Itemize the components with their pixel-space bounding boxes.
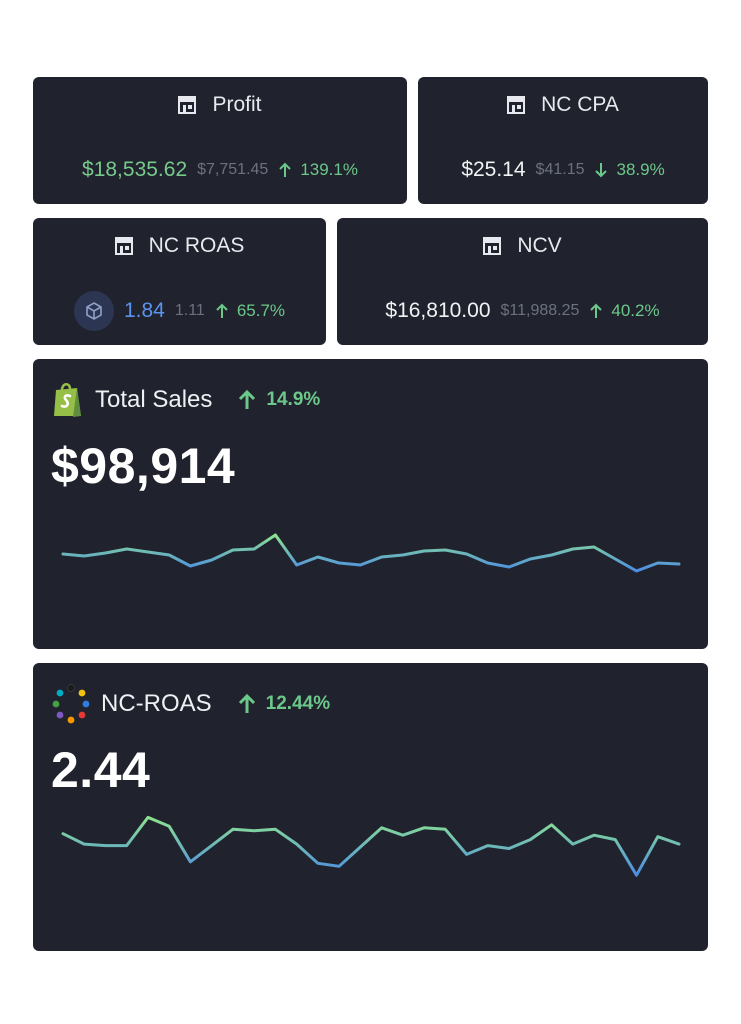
nc-roas-delta-value: 12.44% (265, 693, 331, 714)
arrow-down-icon (595, 163, 608, 178)
nc-roas-card[interactable]: NC-ROAS 12.44% 2.44 (33, 663, 708, 951)
kpi-label: Profit (212, 93, 262, 116)
arrow-up-icon (590, 303, 603, 318)
kpi-delta: 40.2% (589, 301, 660, 321)
kpi-value: 1.84 (123, 299, 165, 322)
arrow-up-icon (238, 694, 255, 713)
color-dots-icon (52, 684, 90, 724)
shopify-bag-icon (54, 383, 81, 417)
store-icon (114, 237, 133, 255)
kpi-header: NC CPA (418, 91, 708, 119)
kpi-value: $18,535.62 (82, 158, 188, 181)
kpi-label: NC ROAS (148, 234, 245, 257)
total-sales-trend-line (61, 533, 681, 573)
store-icon (507, 96, 526, 114)
store-icon (483, 237, 502, 255)
nc-roas-title: NC-ROAS (101, 690, 212, 717)
kpi-delta-value: 65.7% (236, 301, 286, 320)
kpi-label: NCV (517, 234, 562, 257)
store-icon (178, 96, 197, 114)
arrow-up-icon (279, 162, 292, 177)
kpi-header: NCV (337, 232, 708, 260)
kpi-values: 1.84 1.11 65.7% (33, 291, 326, 331)
kpi-delta: 139.1% (278, 160, 358, 180)
kpi-delta-value: 139.1% (300, 160, 358, 179)
kpi-delta-value: 38.9% (616, 160, 665, 179)
arrow-up-icon (239, 390, 256, 409)
total-sales-card[interactable]: Total Sales 14.9% $98,914 (33, 359, 708, 649)
kpi-previous-value: 1.11 (174, 302, 205, 319)
kpi-value: $16,810.00 (385, 299, 491, 322)
nc-roas-delta: 12.44% (238, 693, 330, 715)
kpi-previous-value: $7,751.45 (197, 161, 269, 178)
nc-roas-header: NC-ROAS 12.44% (51, 684, 330, 724)
kpi-delta-value: 40.2% (611, 301, 660, 320)
kpi-card-ncv[interactable]: NCV $16,810.00 $11,988.25 40.2% (337, 218, 708, 345)
nc-roas-trend-line (61, 815, 681, 877)
total-sales-delta-value: 14.9% (266, 389, 321, 410)
kpi-values: $16,810.00 $11,988.25 40.2% (337, 296, 708, 326)
total-sales-sparkline (61, 533, 681, 573)
kpi-delta: 38.9% (594, 160, 665, 180)
arrow-up-icon (216, 303, 228, 318)
kpi-values: $18,535.62 $7,751.45 139.1% (33, 155, 407, 185)
kpi-value: $25.14 (461, 158, 526, 181)
kpi-previous-value: $41.15 (535, 161, 585, 178)
total-sales-title: Total Sales (95, 386, 213, 413)
kpi-label: NC CPA (541, 93, 619, 116)
kpi-previous-value: $11,988.25 (500, 302, 580, 319)
kpi-delta: 65.7% (215, 301, 285, 321)
nc-roas-sparkline (61, 815, 681, 877)
nc-roas-value: 2.44 (51, 742, 151, 798)
kpi-card-nc-cpa[interactable]: NC CPA $25.14 $41.15 38.9% (418, 77, 708, 204)
kpi-card-nc-roas[interactable]: NC ROAS 1.84 1.11 65.7% (33, 218, 326, 345)
total-sales-value: $98,914 (51, 438, 236, 494)
kpi-values: $25.14 $41.15 38.9% (418, 155, 708, 185)
total-sales-delta: 14.9% (238, 389, 320, 411)
kpi-header: Profit (33, 91, 407, 119)
kpi-card-profit[interactable]: Profit $18,535.62 $7,751.45 139.1% (33, 77, 407, 204)
cube-icon (73, 291, 114, 331)
kpi-header: NC ROAS (33, 232, 326, 260)
total-sales-header: Total Sales 14.9% (51, 383, 320, 417)
